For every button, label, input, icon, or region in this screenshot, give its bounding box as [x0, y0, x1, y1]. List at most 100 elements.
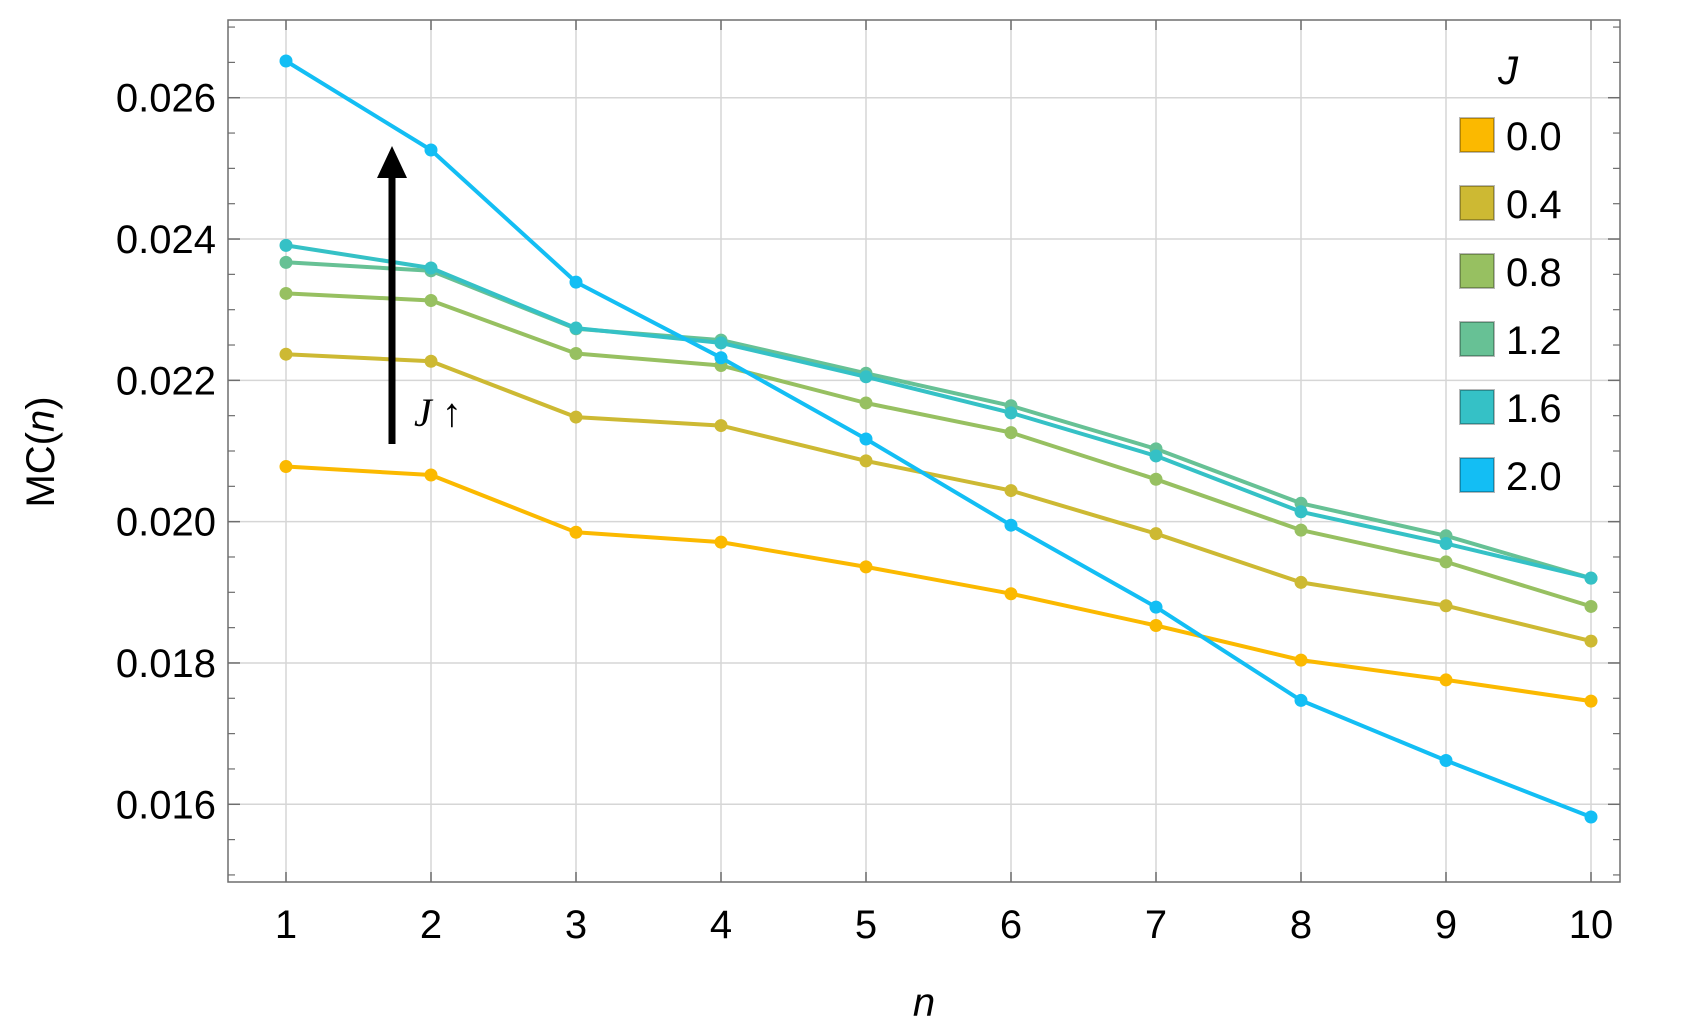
series-1.6 — [279, 238, 1598, 585]
data-point — [279, 286, 293, 300]
data-point — [1004, 484, 1018, 498]
x-tick-label: 2 — [420, 903, 442, 947]
y-tick-label: 0.016 — [116, 783, 216, 827]
annotation-arrow-head — [377, 146, 407, 178]
data-point — [424, 143, 438, 157]
data-point — [569, 525, 583, 539]
data-point — [714, 351, 728, 365]
data-point — [1439, 555, 1453, 569]
legend-label: 0.8 — [1506, 251, 1562, 295]
data-point — [1149, 449, 1163, 463]
data-point — [569, 410, 583, 424]
series-line — [284, 59, 1592, 819]
data-point — [1149, 472, 1163, 486]
data-point — [569, 275, 583, 289]
legend-label: 1.6 — [1506, 387, 1562, 431]
data-point — [1294, 653, 1308, 667]
annotation-label: J ↑ — [414, 390, 462, 435]
data-point — [279, 460, 293, 474]
legend-label: 1.2 — [1506, 319, 1562, 363]
data-point — [1149, 600, 1163, 614]
series-0.8 — [279, 286, 1598, 613]
data-point — [569, 321, 583, 335]
series-line — [285, 352, 1592, 644]
data-point — [714, 336, 728, 350]
data-point — [1584, 694, 1598, 708]
series-line — [285, 291, 1592, 609]
x-tick-label: 9 — [1435, 903, 1457, 947]
data-point — [859, 370, 873, 384]
data-point — [1004, 518, 1018, 532]
y-tick-label: 0.026 — [116, 77, 216, 121]
y-tick-label: 0.022 — [116, 359, 216, 403]
legend-label: 2.0 — [1506, 455, 1562, 499]
data-point — [424, 261, 438, 275]
x-tick-label: 4 — [710, 903, 732, 947]
series-lines — [279, 54, 1598, 824]
data-point — [859, 432, 873, 446]
data-point — [1149, 619, 1163, 633]
series-0.0 — [279, 460, 1598, 708]
legend-swatch — [1459, 321, 1495, 357]
data-point — [714, 419, 728, 433]
data-point — [1294, 575, 1308, 589]
legend-swatch — [1459, 185, 1495, 221]
x-tick-label: 6 — [1000, 903, 1022, 947]
series-line — [285, 243, 1592, 581]
data-point — [424, 294, 438, 308]
data-point — [1004, 426, 1018, 440]
y-tick-label: 0.024 — [116, 218, 216, 262]
legend-label: 0.0 — [1506, 115, 1562, 159]
legend: J 0.0 0.4 0.8 1.2 1.6 2.0 — [1459, 49, 1562, 499]
data-point — [714, 535, 728, 549]
legend-swatch — [1459, 253, 1495, 289]
x-tick-label: 1 — [275, 903, 297, 947]
data-point — [1439, 673, 1453, 687]
data-point — [569, 346, 583, 360]
data-point — [424, 354, 438, 368]
data-point — [1439, 753, 1453, 767]
data-point — [1439, 537, 1453, 551]
axis-ticks: 1 2 3 4 5 6 7 8 9 100.0160.0180.0200.0220.0240.02… — [116, 20, 1620, 947]
series-0.4 — [279, 347, 1598, 648]
data-point — [279, 255, 293, 269]
x-tick-label: 5 — [855, 903, 877, 947]
legend-label: 0.4 — [1506, 183, 1562, 227]
data-point — [279, 54, 293, 68]
legend-item: 0.8 — [1459, 251, 1562, 295]
data-point — [1294, 693, 1308, 707]
x-axis-label: n — [913, 981, 935, 1024]
legend-swatch — [1459, 117, 1495, 153]
data-point — [279, 347, 293, 361]
legend-item: 0.0 — [1459, 115, 1562, 159]
data-point — [859, 560, 873, 574]
data-point — [1584, 571, 1598, 585]
data-point — [1294, 505, 1308, 519]
x-tick-label: 7 — [1145, 903, 1167, 947]
data-point — [1584, 599, 1598, 613]
data-point — [859, 396, 873, 410]
data-point — [1584, 810, 1598, 824]
legend-item: 1.2 — [1459, 319, 1562, 363]
legend-swatch — [1459, 389, 1495, 425]
data-point — [1439, 599, 1453, 613]
legend-swatch — [1459, 457, 1495, 493]
series-line — [285, 464, 1592, 704]
series-2.0 — [279, 54, 1598, 824]
x-tick-label: 3 — [565, 903, 587, 947]
x-tick-label: 10 — [1569, 903, 1614, 947]
data-point — [1149, 527, 1163, 541]
data-point — [859, 454, 873, 468]
data-point — [279, 238, 293, 252]
legend-item: 1.6 — [1459, 387, 1562, 431]
legend-item: 2.0 — [1459, 455, 1562, 499]
y-axis-label: MC(n) — [19, 396, 63, 507]
annotation: J ↑ — [377, 146, 462, 444]
data-point — [1004, 587, 1018, 601]
legend-title: J — [1497, 49, 1519, 93]
y-tick-label: 0.020 — [116, 501, 216, 545]
y-tick-label: 0.018 — [116, 642, 216, 686]
